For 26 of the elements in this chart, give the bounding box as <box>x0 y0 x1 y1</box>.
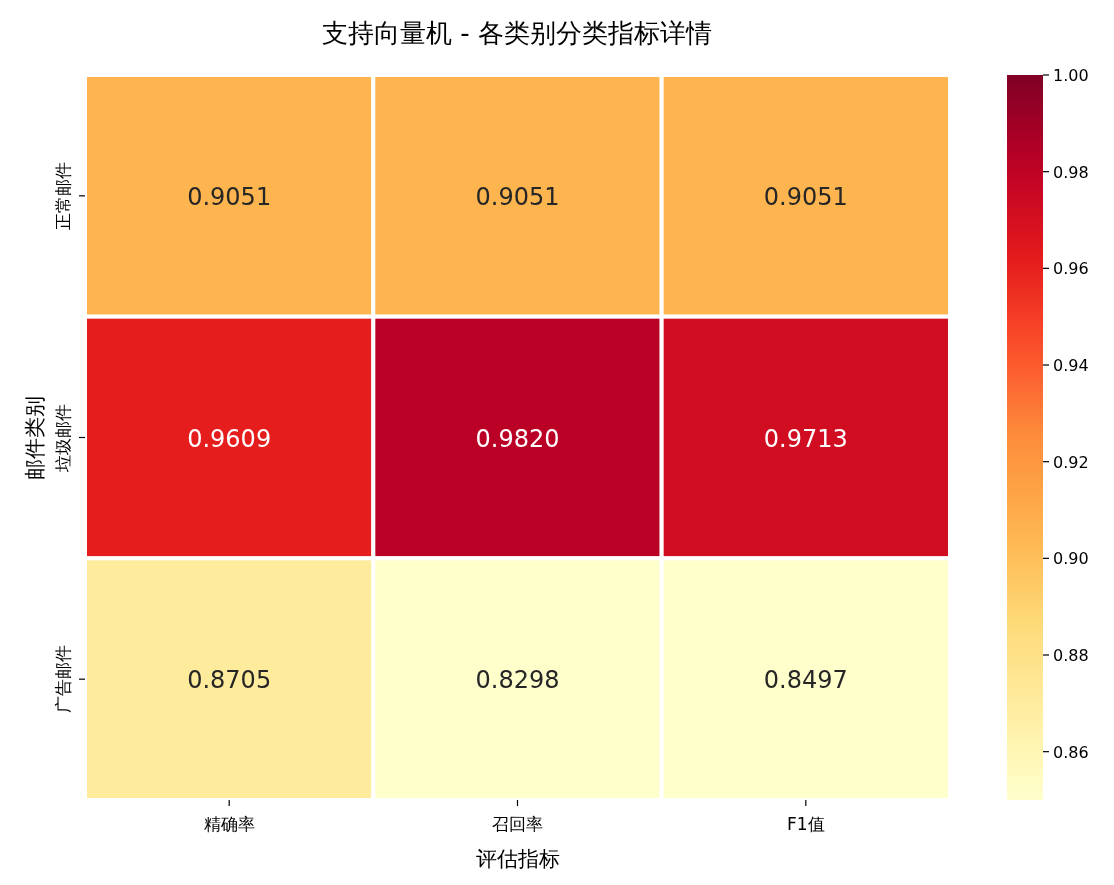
x-tick-label: 精确率 <box>203 814 255 834</box>
data-label: 0.9051 <box>763 182 848 211</box>
data-label: 0.8298 <box>475 666 560 695</box>
color-bar-label: 0.96 <box>1053 259 1089 279</box>
x-axis-title: 评估指标 <box>475 847 560 871</box>
data-label: 0.9820 <box>475 424 560 453</box>
y-tick-label: 垃圾邮件 <box>53 403 73 473</box>
x-tick-label: 召回率 <box>492 814 543 834</box>
data-label: 0.9051 <box>475 182 560 211</box>
color-bar-label: 0.90 <box>1053 549 1089 569</box>
color-bar-label: 0.92 <box>1053 452 1089 472</box>
color-bar-label: 0.86 <box>1053 742 1089 762</box>
y-tick-label: 广告邮件 <box>53 645 73 714</box>
data-label: 0.8705 <box>187 666 272 695</box>
y-axis-title: 邮件类别 <box>23 395 47 480</box>
color-bar-label: 0.94 <box>1053 356 1089 375</box>
data-label: 0.8497 <box>763 666 848 695</box>
data-label: 0.9713 <box>763 424 848 453</box>
color-bar-label: 0.98 <box>1053 162 1089 182</box>
color-bar-label: 0.88 <box>1053 646 1089 665</box>
data-label: 0.9051 <box>187 182 272 211</box>
y-tick-label: 正常邮件 <box>53 161 73 230</box>
data-label: 0.9609 <box>187 424 272 453</box>
color-bar-label: 1.00 <box>1053 66 1089 85</box>
x-tick-label: F1值 <box>787 814 825 834</box>
chart-title: 支持向量机 - 各类别分类指标详情 <box>322 18 712 48</box>
